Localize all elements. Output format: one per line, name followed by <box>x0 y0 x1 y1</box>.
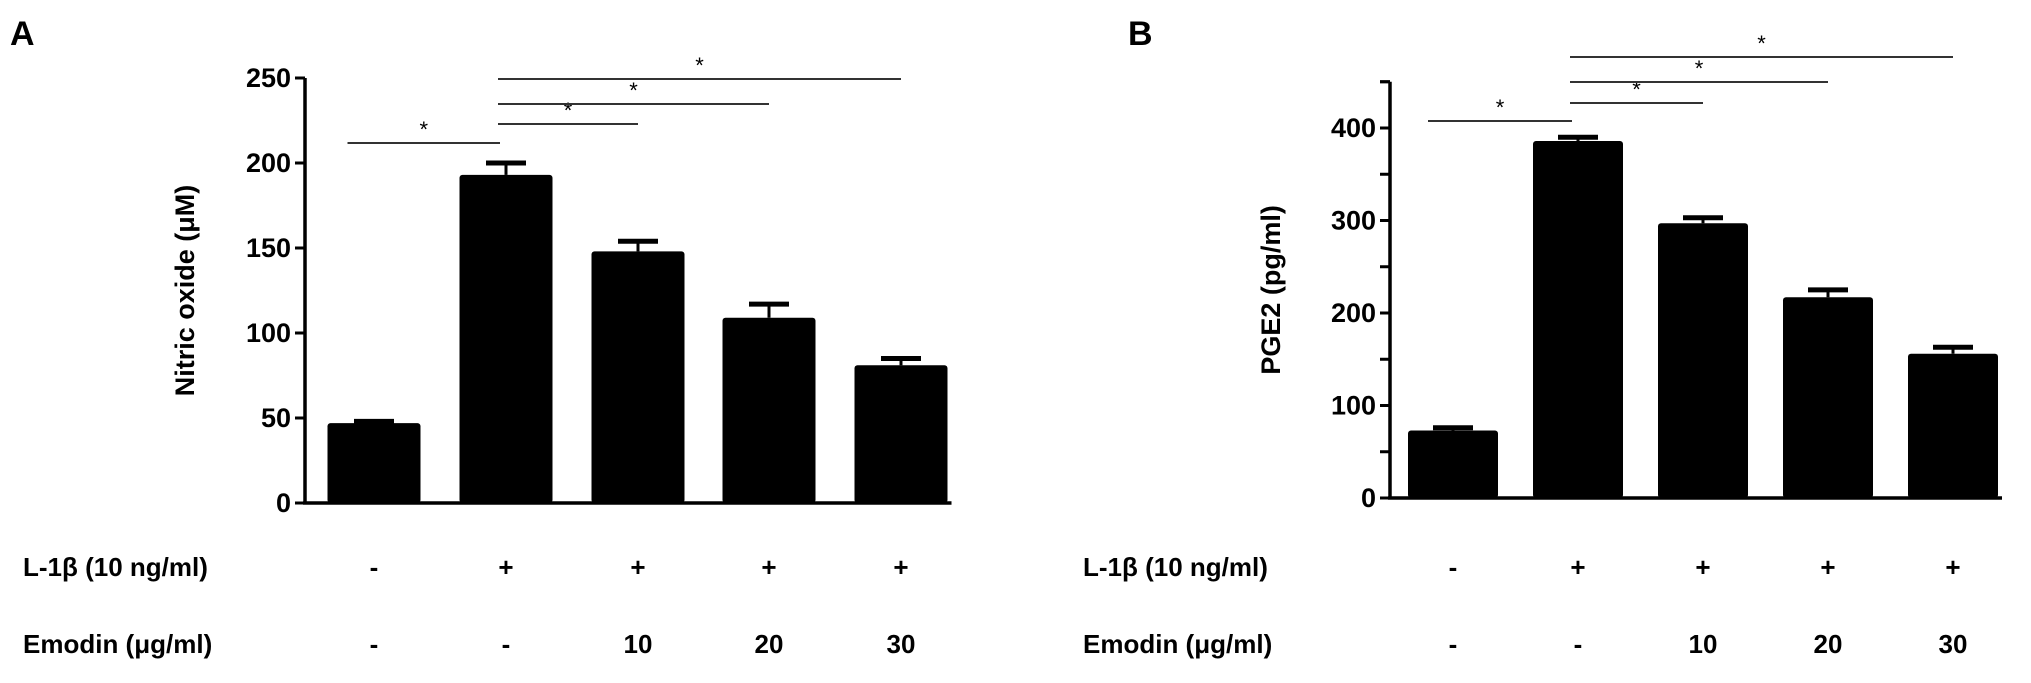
significance-star: * <box>629 78 638 103</box>
row-label: Emodin (μg/ml) <box>23 629 212 659</box>
y-tick-label: 200 <box>246 148 291 178</box>
bar <box>459 174 553 503</box>
row-value: + <box>1820 552 1835 582</box>
row-value: 30 <box>1939 629 1968 659</box>
panel-letter: B <box>1128 15 1153 53</box>
row-value: + <box>1570 552 1585 582</box>
significance-star: * <box>1695 56 1704 81</box>
row-value: - <box>1449 552 1458 582</box>
bar <box>1408 430 1498 498</box>
panel-A: A 0 50 100 150 200 250 Nitric oxide (μM) * * * * L-1… <box>10 15 952 659</box>
bar <box>1908 353 1998 498</box>
bar <box>1533 140 1623 498</box>
row-value: - <box>370 629 379 659</box>
y-tick-label: 0 <box>276 488 291 518</box>
y-tick-label: 400 <box>1331 113 1376 143</box>
row-value: - <box>370 552 379 582</box>
row-value: - <box>1574 629 1583 659</box>
row-value: 30 <box>887 629 916 659</box>
bar <box>1658 223 1748 498</box>
significance-star: * <box>1632 77 1641 102</box>
panel-letter: A <box>10 15 35 53</box>
panel-B: B 0 100 200 300 400 PGE2 (pg/ml) * * * * L-1β (10 n… <box>1083 15 2002 659</box>
bar <box>854 365 948 503</box>
row-value: - <box>502 629 511 659</box>
row-value: + <box>498 552 513 582</box>
row-value: - <box>1449 629 1458 659</box>
y-tick-label: 100 <box>1331 391 1376 421</box>
row-label: L-1β (10 ng/ml) <box>1083 552 1268 582</box>
row-value: + <box>1945 552 1960 582</box>
row-label: Emodin (μg/ml) <box>1083 629 1272 659</box>
y-tick-label: 150 <box>246 233 291 263</box>
significance-star: * <box>564 98 573 123</box>
y-tick-label: 250 <box>246 63 291 93</box>
row-value: + <box>1695 552 1710 582</box>
bar <box>327 423 421 503</box>
row-value: 20 <box>755 629 784 659</box>
row-value: 20 <box>1814 629 1843 659</box>
y-tick-label: 50 <box>261 403 291 433</box>
row-value: + <box>761 552 776 582</box>
y-tick-label: 100 <box>246 318 291 348</box>
bar <box>722 317 816 503</box>
bar <box>1783 297 1873 498</box>
y-axis-title: PGE2 (pg/ml) <box>1256 205 1286 375</box>
y-tick-label: 0 <box>1361 483 1376 513</box>
row-value: + <box>893 552 908 582</box>
y-axis-title: Nitric oxide (μM) <box>170 185 200 397</box>
row-label: L-1β (10 ng/ml) <box>23 552 208 582</box>
y-tick-label: 200 <box>1331 298 1376 328</box>
significance-star: * <box>695 53 704 78</box>
y-tick-label: 300 <box>1331 206 1376 236</box>
significance-star: * <box>1496 95 1505 120</box>
row-value: + <box>630 552 645 582</box>
significance-star: * <box>419 117 428 142</box>
row-value: 10 <box>1689 629 1718 659</box>
bar <box>591 251 685 503</box>
row-value: 10 <box>624 629 653 659</box>
significance-star: * <box>1757 31 1766 56</box>
